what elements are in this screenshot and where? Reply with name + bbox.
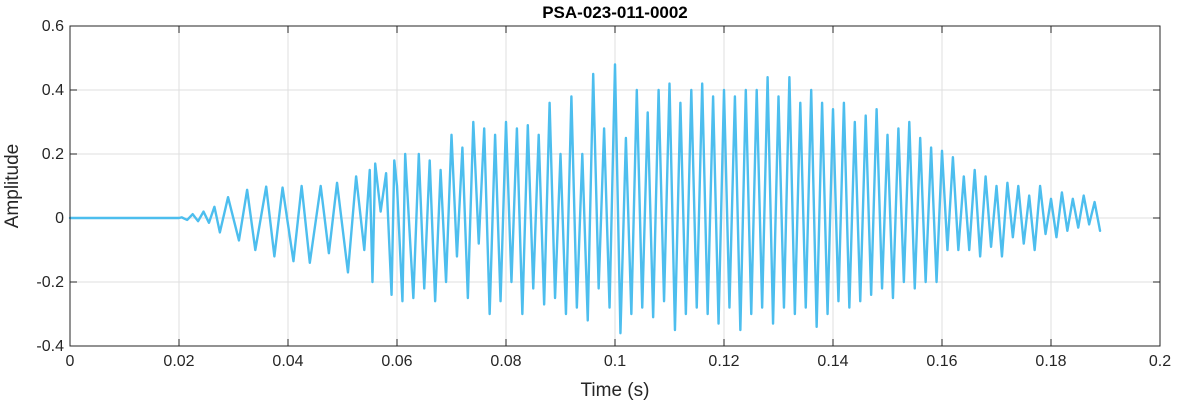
x-tick-label: 0.2 bbox=[1149, 353, 1171, 370]
x-tick-label: 0.16 bbox=[926, 353, 957, 370]
chart-title: PSA-023-011-0002 bbox=[542, 3, 688, 22]
y-tick-label: 0 bbox=[55, 210, 64, 227]
x-tick-label: 0.08 bbox=[490, 353, 521, 370]
x-tick-label: 0 bbox=[66, 353, 75, 370]
x-tick-label: 0.14 bbox=[817, 353, 848, 370]
x-tick-label: 0.12 bbox=[708, 353, 739, 370]
y-tick-label: 0.6 bbox=[42, 18, 64, 35]
y-axis-label: Amplitude bbox=[2, 144, 23, 229]
y-tick-label: 0.4 bbox=[42, 82, 64, 99]
y-tick-label: -0.2 bbox=[36, 274, 64, 291]
tick-labels: 0 0.02 0.04 0.06 0.08 0.1 0.12 0.14 0.16 0.18 0.2 -… bbox=[36, 18, 1171, 370]
x-tick-label: 0.06 bbox=[381, 353, 412, 370]
y-tick-label: 0.2 bbox=[42, 146, 64, 163]
x-tick-label: 0.1 bbox=[604, 353, 626, 370]
x-tick-label: 0.18 bbox=[1035, 353, 1066, 370]
series-group bbox=[68, 63, 1102, 335]
series-line bbox=[68, 63, 1102, 335]
y-tick-label: -0.4 bbox=[36, 338, 64, 355]
x-axis-label: Time (s) bbox=[581, 380, 650, 401]
x-tick-label: 0.04 bbox=[272, 353, 303, 370]
plot-frame bbox=[69, 25, 1161, 347]
x-tick-label: 0.02 bbox=[163, 353, 194, 370]
